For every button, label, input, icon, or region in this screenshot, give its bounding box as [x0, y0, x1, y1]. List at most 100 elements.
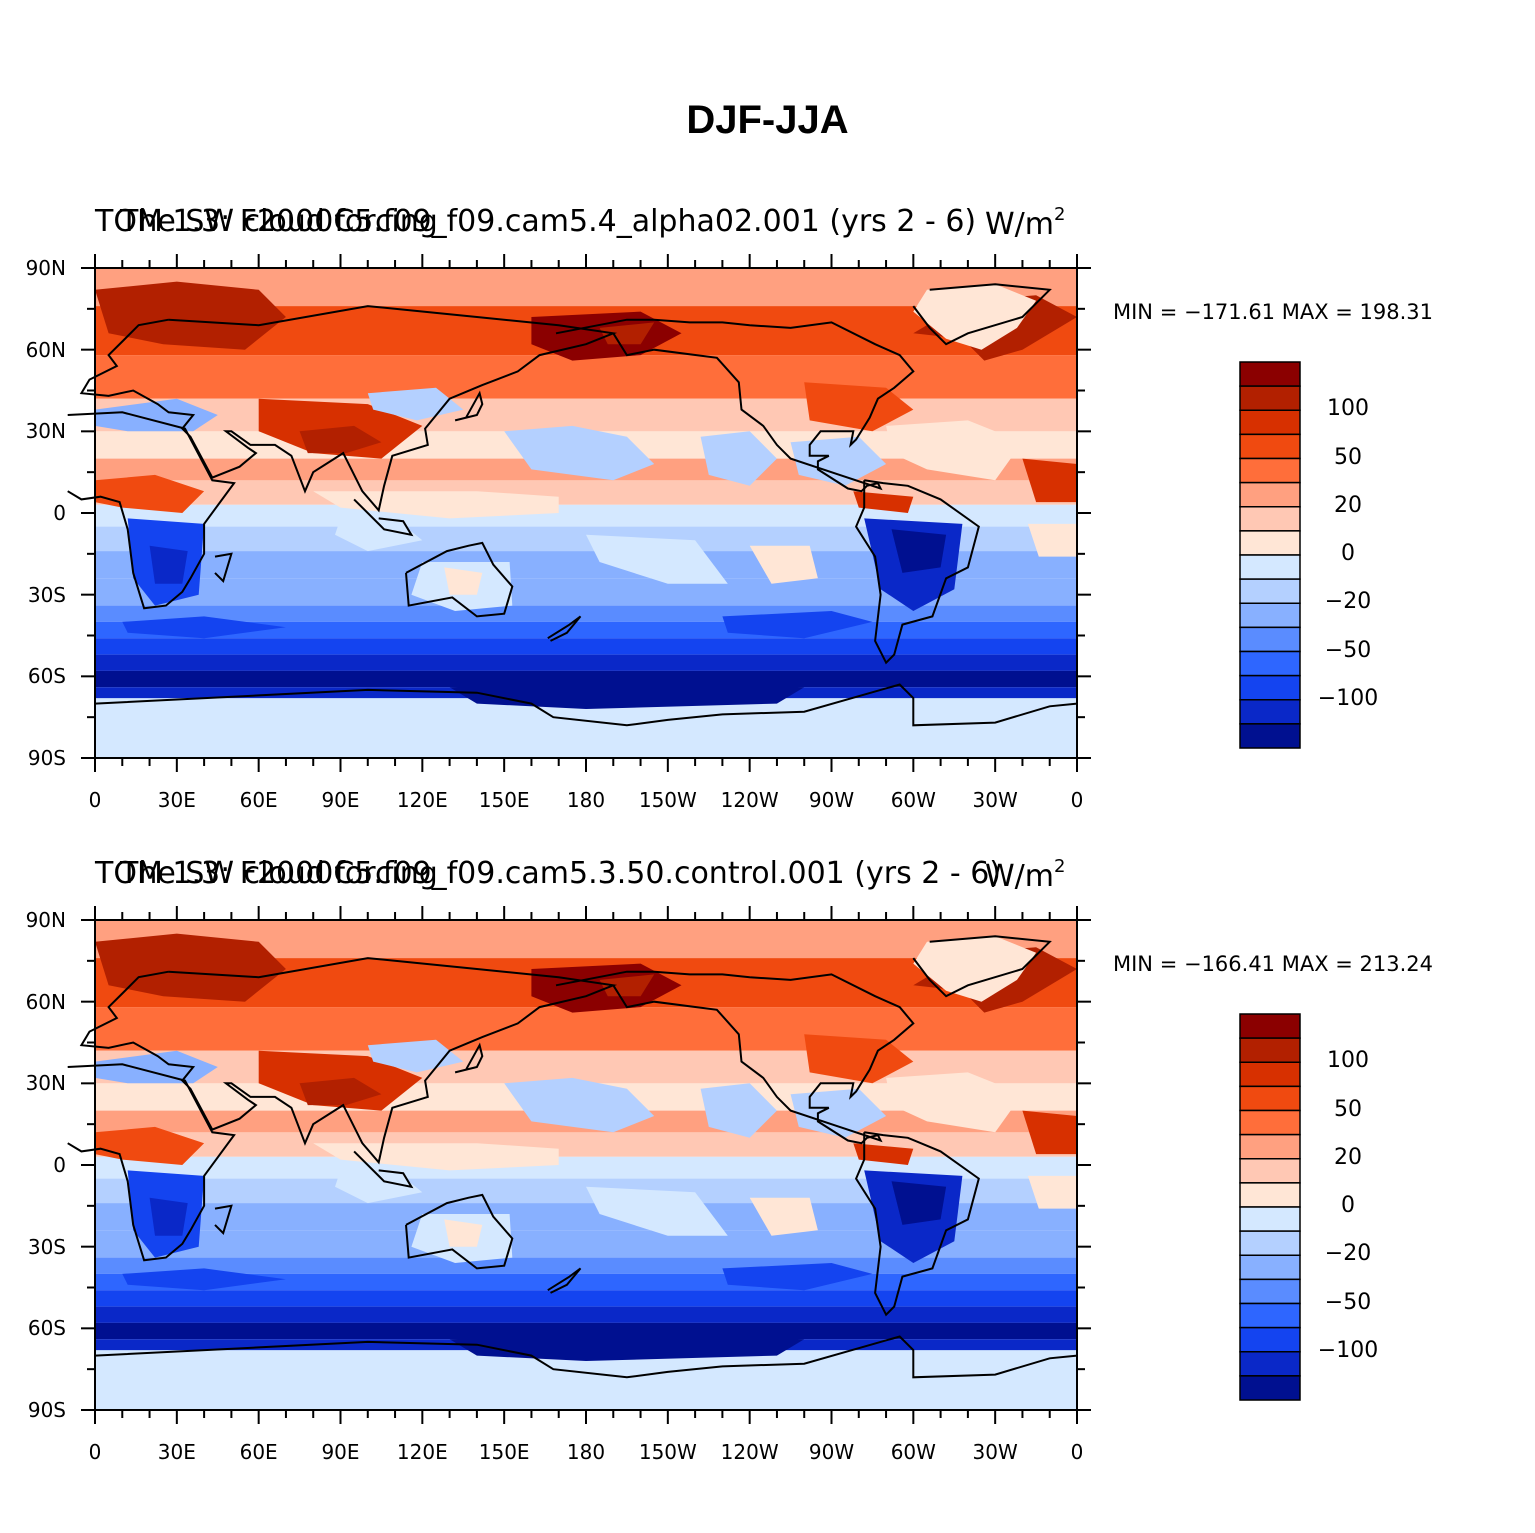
coastline	[353, 498, 414, 537]
colorbar-swatch	[1239, 626, 1301, 653]
panel-units: W/m2	[985, 204, 1065, 242]
colorbar-swatch	[1239, 1182, 1301, 1208]
lat-label: 90N	[25, 908, 66, 932]
contour-region	[599, 322, 655, 345]
colorbar-label: −100	[1317, 1337, 1379, 1363]
colorbar-swatch	[1239, 385, 1301, 412]
contour-region	[700, 1083, 777, 1138]
colorbar-label: 50	[1334, 1096, 1362, 1122]
lat-label: 60S	[27, 664, 66, 689]
contour-region	[95, 933, 286, 1002]
colorbar-label: 0	[1341, 1193, 1355, 1218]
coastline	[555, 318, 915, 493]
panel-title-center: The SW cloud forcing	[120, 856, 438, 891]
contour-region	[313, 1143, 559, 1171]
colorbar-swatch	[1239, 1326, 1301, 1353]
lon-label: 120W	[720, 1440, 779, 1464]
contour-region	[586, 1186, 728, 1236]
contour-band	[95, 1322, 1077, 1340]
contour-region	[335, 518, 423, 552]
contour-region	[1027, 523, 1077, 557]
contour-region	[853, 491, 914, 513]
colorbar-swatch	[1239, 1037, 1301, 1064]
contour-band	[95, 355, 1077, 399]
contour-region	[95, 1126, 205, 1165]
lon-label: 30W	[972, 1440, 1018, 1464]
contour-region	[504, 425, 655, 481]
colorbar-label: 50	[1334, 444, 1362, 470]
lat-label: 30S	[27, 1234, 66, 1259]
lon-label: 0	[88, 788, 102, 812]
colorbar-swatch	[1239, 699, 1301, 725]
units-text: W/m	[985, 859, 1054, 894]
contour-band	[95, 654, 1077, 671]
coastline	[94, 1335, 1078, 1379]
contour-region	[790, 1088, 887, 1138]
colorbar-swatch	[1239, 1085, 1301, 1112]
lat-label: 60N	[25, 337, 66, 362]
lat-label: 60S	[27, 1316, 66, 1341]
colorbar-swatch	[1239, 1351, 1301, 1377]
panel-title-left: TOM 1.3: F2000C5.f09_f09.cam5.3.50.contr…	[95, 856, 1002, 891]
contour-band	[95, 1132, 1077, 1157]
contour-region	[95, 281, 286, 350]
panel-control-top: TOM 1.3: F2000C5.f09_f09.cam5.4_alpha02.…	[0, 200, 1535, 840]
contour-region	[313, 491, 559, 519]
coastline	[94, 683, 1078, 727]
contour-region	[449, 1333, 805, 1361]
contour-region	[122, 616, 286, 639]
panel-title-left: TOM 1.3: F2000C5.f09_f09.cam5.4_alpha02.…	[95, 204, 977, 239]
colorbar-swatch	[1239, 650, 1301, 677]
coastline	[454, 1042, 484, 1074]
lon-label: 90E	[321, 788, 360, 812]
colorbar-label: 100	[1327, 396, 1369, 422]
contour-band	[95, 480, 1077, 505]
coastline	[405, 541, 514, 618]
contour-band	[95, 1290, 1077, 1307]
contour-band	[95, 605, 1077, 622]
contour-region	[95, 698, 1077, 758]
lat-label: 30S	[27, 582, 66, 607]
colorbar-swatch	[1239, 674, 1301, 701]
colorbar-swatch	[1239, 1206, 1301, 1232]
lon-label: 60W	[890, 1440, 936, 1464]
contour-region	[804, 1034, 914, 1084]
lon-label: 60E	[239, 1440, 278, 1464]
coastline	[547, 615, 582, 642]
contour-band	[95, 1007, 1077, 1051]
contour-band	[95, 670, 1077, 688]
lat-label: 90N	[25, 256, 66, 280]
lon-label: 120E	[396, 788, 448, 812]
contour-region	[913, 936, 1037, 1002]
colorbar-swatch	[1239, 554, 1301, 580]
colorbar-swatch	[1239, 602, 1301, 629]
lon-label: 30E	[157, 1440, 196, 1464]
contour-band	[95, 1306, 1077, 1323]
lon-label: 120E	[396, 1440, 448, 1464]
coastline	[79, 305, 618, 513]
contour-region	[149, 1197, 188, 1236]
lon-label: 90E	[321, 1440, 360, 1464]
colorbar-swatch	[1239, 1375, 1301, 1401]
lon-label: 180	[566, 788, 606, 812]
colorbar-swatch	[1239, 530, 1301, 556]
coastline	[214, 1204, 233, 1235]
colorbar-label: −20	[1324, 1241, 1372, 1267]
lat-label: 30N	[25, 419, 66, 444]
contour-region	[95, 474, 205, 513]
lon-label: 60E	[239, 788, 278, 812]
coastline	[854, 479, 980, 665]
colorbar-swatch	[1239, 1302, 1301, 1329]
contour-band	[95, 638, 1077, 655]
contour-region	[444, 567, 483, 595]
panel-title-center: The SW cloud forcing	[120, 204, 438, 239]
colorbar-swatch	[1239, 433, 1301, 460]
contour-region	[95, 1350, 1077, 1410]
panel-units: W/m2	[985, 856, 1065, 894]
contour-region	[504, 1077, 655, 1133]
colorbar-label: 0	[1341, 541, 1355, 566]
lat-label: 0	[53, 1153, 66, 1177]
colorbar-label: 20	[1334, 1144, 1362, 1170]
min-max-label: MIN = −166.41 MAX = 213.24	[1113, 952, 1434, 976]
coastline	[547, 1267, 582, 1294]
